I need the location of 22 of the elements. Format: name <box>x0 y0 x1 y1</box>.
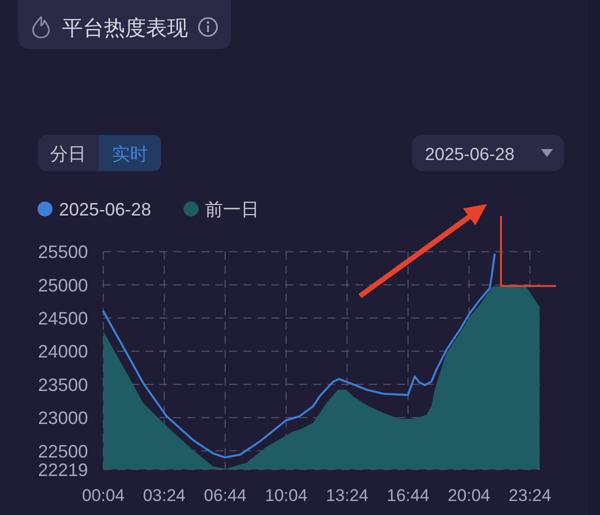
legend-label: 2025-06-28 <box>59 200 152 220</box>
legend-label: 前一日 <box>205 200 260 220</box>
x-tick-label: 20:04 <box>448 486 490 505</box>
y-tick-label: 23000 <box>38 408 88 428</box>
y-tick-label: 22500 <box>38 441 88 462</box>
y-tick-label: 22219 <box>38 460 88 480</box>
title-card: 平台热度表现 <box>18 0 231 49</box>
y-tick-label: 25000 <box>38 275 88 296</box>
x-tick-label: 13:24 <box>326 486 368 505</box>
chart-title: 平台热度表现 <box>62 17 188 40</box>
y-tick-label: 24500 <box>38 308 88 329</box>
x-tick-label: 10:04 <box>264 486 308 505</box>
y-tick-label: 25500 <box>38 242 88 262</box>
x-tick-label: 00:04 <box>82 486 125 505</box>
y-tick-label: 23500 <box>38 374 88 395</box>
x-tick-label: 06:44 <box>204 486 246 505</box>
date-dropdown: 2025-06-28 <box>412 135 564 171</box>
y-tick-label: 24000 <box>38 342 88 362</box>
x-tick-label: 23:24 <box>508 486 552 505</box>
x-tick-label: 16:44 <box>386 486 430 505</box>
toggle: 分日 实时 <box>38 135 161 171</box>
x-tick-label: 03:24 <box>142 486 186 505</box>
